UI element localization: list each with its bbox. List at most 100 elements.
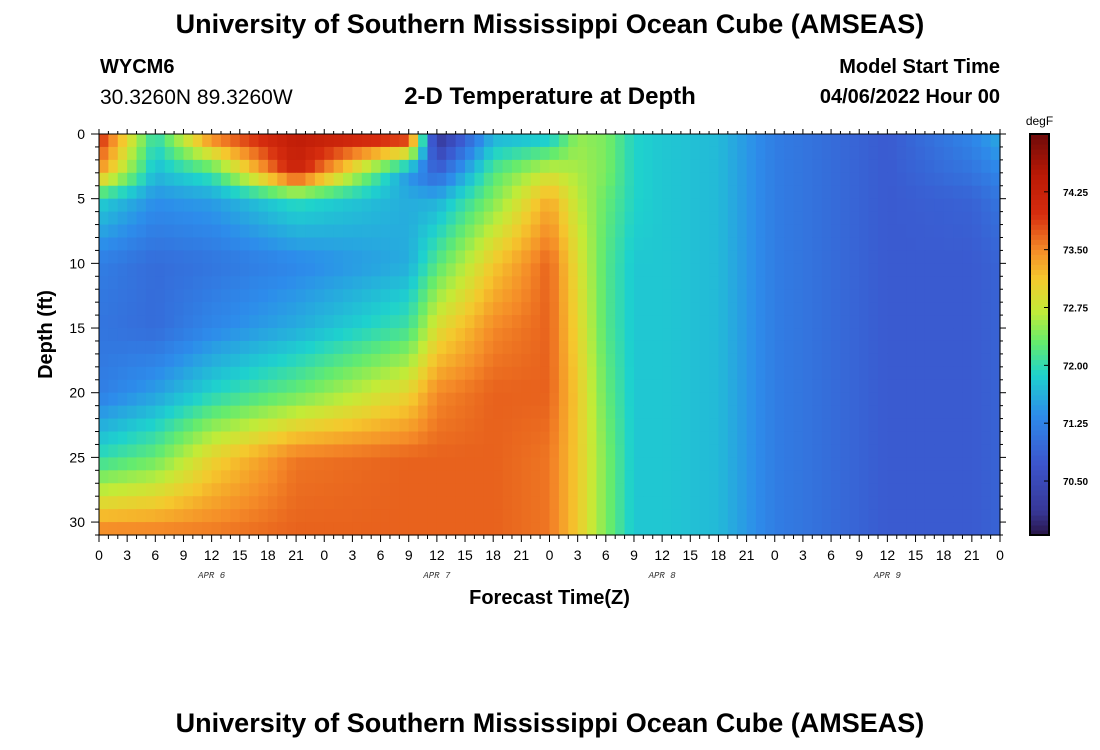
- heatmap-cell: [352, 289, 363, 303]
- heatmap-cell: [840, 198, 851, 213]
- heatmap-cell: [727, 470, 738, 484]
- heatmap-cell: [934, 496, 945, 510]
- heatmap-cell: [258, 211, 269, 226]
- heatmap-cell: [727, 522, 738, 536]
- heatmap-cell: [371, 302, 382, 316]
- heatmap-cell: [605, 250, 616, 264]
- heatmap-cell: [596, 198, 607, 213]
- heatmap-cell: [765, 418, 776, 433]
- heatmap-cell: [821, 289, 832, 303]
- heatmap-cell: [953, 237, 964, 252]
- heatmap-cell: [465, 353, 476, 368]
- heatmap-cell: [793, 237, 804, 252]
- heatmap-cell: [436, 263, 447, 277]
- x-tick-label: 18: [485, 547, 501, 563]
- heatmap-cell: [483, 483, 494, 497]
- heatmap-cell: [502, 198, 513, 213]
- colorbar-segment: [1030, 174, 1049, 180]
- heatmap-cell: [174, 431, 185, 446]
- heatmap-cell: [418, 483, 429, 497]
- heatmap-cell: [99, 340, 109, 355]
- heatmap-cell: [906, 211, 917, 226]
- heatmap-cell: [427, 211, 438, 226]
- heatmap-cell: [446, 340, 457, 355]
- heatmap-cell: [727, 237, 738, 252]
- heatmap-cell: [117, 509, 128, 523]
- heatmap-cell: [774, 483, 785, 497]
- heatmap-cell: [915, 185, 926, 200]
- heatmap-cell: [971, 496, 982, 510]
- heatmap-cell: [953, 302, 964, 316]
- heatmap-cell: [699, 418, 710, 433]
- heatmap-cell: [821, 392, 832, 407]
- heatmap-cell: [389, 444, 400, 458]
- colorbar-segment: [1030, 374, 1049, 381]
- heatmap-cell: [221, 470, 231, 484]
- heatmap-cell: [990, 496, 1001, 510]
- heatmap-cell: [680, 509, 691, 523]
- heatmap-cell: [343, 159, 354, 174]
- heatmap-cell: [624, 328, 635, 342]
- heatmap-cell: [145, 496, 156, 510]
- heatmap-cell: [267, 315, 278, 329]
- colorbar-segment: [1030, 324, 1049, 331]
- heatmap-cell: [117, 328, 128, 342]
- heatmap-cell: [108, 289, 119, 303]
- heatmap-cell: [774, 250, 785, 264]
- heatmap-cell: [465, 340, 476, 355]
- heatmap-cell: [802, 146, 813, 161]
- heatmap-cell: [821, 379, 832, 394]
- heatmap-cell: [483, 134, 494, 148]
- heatmap-cell: [887, 444, 898, 458]
- heatmap-cell: [737, 340, 748, 355]
- heatmap-cell: [859, 224, 870, 239]
- heatmap-cell: [793, 470, 804, 484]
- heatmap-cell: [849, 289, 860, 303]
- heatmap-cell: [352, 405, 363, 420]
- heatmap-cell: [305, 470, 316, 484]
- heatmap-cell: [896, 172, 907, 187]
- heatmap-cell: [286, 496, 297, 510]
- heatmap-cell: [540, 340, 551, 355]
- heatmap-cell: [267, 302, 278, 316]
- heatmap-cell: [755, 159, 766, 174]
- heatmap-cell: [239, 276, 250, 290]
- colorbar-unit-label: degF: [1026, 114, 1053, 128]
- heatmap-cell: [511, 496, 522, 510]
- heatmap-cell: [924, 405, 935, 420]
- heatmap-cell: [202, 289, 213, 303]
- heatmap-cell: [680, 276, 691, 290]
- heatmap-cell: [652, 237, 663, 252]
- heatmap-cell: [427, 250, 438, 264]
- heatmap-cell: [192, 431, 203, 446]
- heatmap-cell: [981, 340, 992, 355]
- heatmap-cell: [436, 276, 447, 290]
- heatmap-cell: [868, 172, 879, 187]
- heatmap-cell: [840, 211, 851, 226]
- heatmap-cell: [981, 496, 992, 510]
- heatmap-cell: [540, 302, 551, 316]
- heatmap-cell: [446, 522, 457, 536]
- heatmap-cell: [633, 250, 644, 264]
- heatmap-cell: [755, 444, 766, 458]
- heatmap-cell: [568, 185, 579, 200]
- heatmap-cell: [540, 418, 551, 433]
- heatmap-cell: [906, 405, 917, 420]
- heatmap-cell: [690, 302, 701, 316]
- heatmap-cell: [915, 211, 926, 226]
- heatmap-cell: [643, 159, 654, 174]
- heatmap-cell: [915, 522, 926, 536]
- heatmap-cell: [436, 418, 447, 433]
- heatmap-cell: [174, 198, 185, 213]
- heatmap-cell: [765, 146, 776, 161]
- heatmap-cell: [605, 392, 616, 407]
- colorbar-segment: [1030, 319, 1049, 326]
- heatmap-cell: [267, 392, 278, 407]
- heatmap-cell: [887, 392, 898, 407]
- heatmap-cell: [821, 224, 832, 239]
- heatmap-cell: [343, 444, 354, 458]
- x-tick-label: 6: [827, 547, 835, 563]
- heatmap-cell: [727, 392, 738, 407]
- heatmap-cell: [277, 134, 288, 148]
- heatmap-cell: [183, 405, 194, 420]
